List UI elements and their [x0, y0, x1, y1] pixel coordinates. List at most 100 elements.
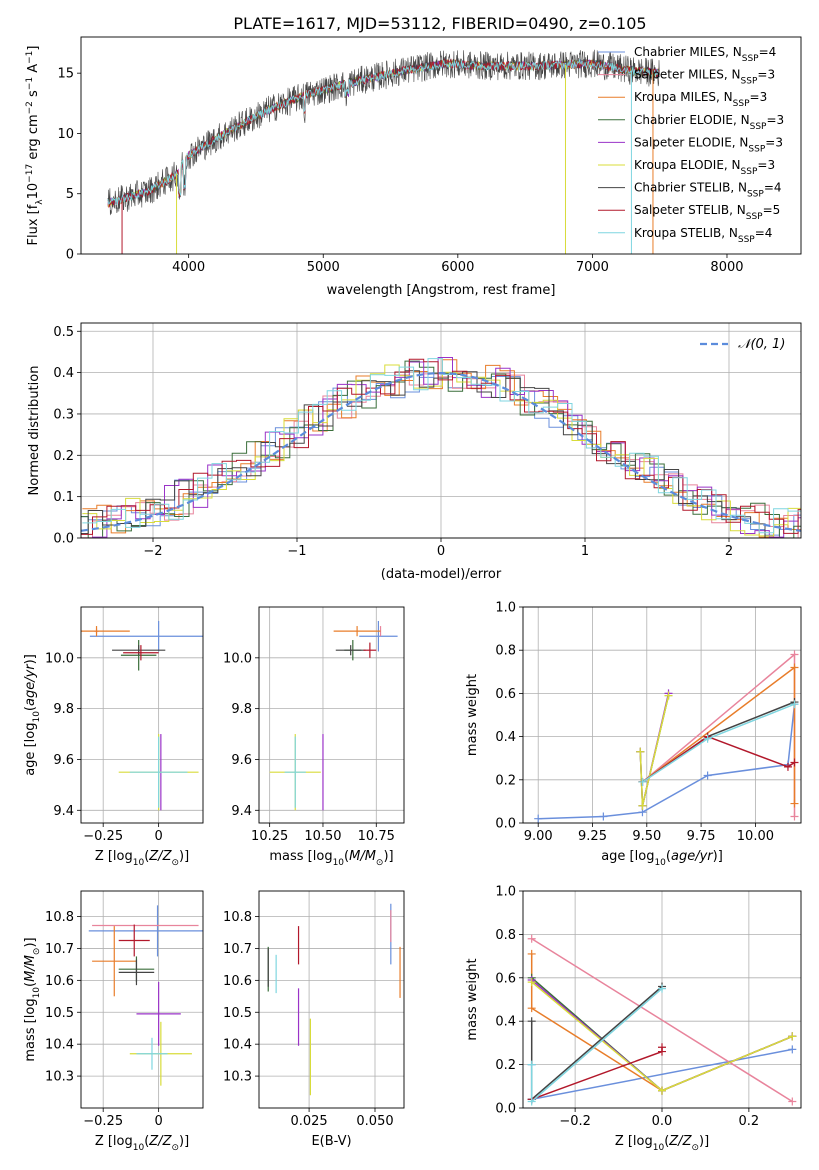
y-tick-label: 10.7 [223, 942, 252, 957]
massweight-point-marker [788, 1032, 797, 1041]
x-tick-label: 0.0 [652, 1114, 673, 1129]
figure-title: PLATE=1617, MJD=53112, FIBERID=0490, z=0… [233, 14, 646, 33]
x-axis-label-part: ⊙ [171, 1143, 179, 1153]
legend-label-main: Salpeter ELODIE, N [634, 135, 748, 149]
legend-label-tail: =4 [759, 45, 777, 59]
y-tick-label: 10.7 [45, 942, 74, 957]
massweight-series-line [642, 652, 796, 817]
legend-label-tail: =3 [750, 90, 768, 104]
age-vs-mass-panel: 10.25 10.50 10.75 9.4 9.6 9.8 10.0 mass [log10(… [223, 606, 405, 868]
x-axis-label-part: 10 [133, 1143, 145, 1153]
legend-label-sub: SSP [741, 167, 758, 177]
y-axis-label-part: ] [26, 46, 41, 51]
spectrum-panel: 4000 5000 6000 7000 8000 0 5 10 15 wavelength [An… [25, 36, 802, 298]
y-tick-label: 9.6 [231, 753, 252, 768]
massweight-series-line [530, 985, 663, 1101]
x-tick-label: 7000 [576, 260, 609, 275]
x-axis-label: (data-model)/error [381, 567, 502, 582]
y-axis-label-part: −2 [25, 101, 35, 114]
massweight-point-marker [599, 812, 608, 821]
y-axis-label: age [log10(age/yr)] [23, 654, 42, 776]
legend-label-main: Chabrier ELODIE, N [634, 113, 750, 127]
y-axis-label-part: −1 [25, 77, 35, 90]
axes-frame [258, 890, 405, 1109]
x-tick-label: 0.025 [290, 1114, 327, 1129]
legend-label-sub: SSP [742, 54, 759, 64]
x-tick-label: 10.75 [358, 829, 395, 844]
axes-frame [80, 36, 802, 255]
y-axis-label-part: age [log [23, 723, 38, 776]
legend-label: Chabrier MILES, NSSP=4 [634, 45, 776, 64]
histogram-series-steps [82, 358, 801, 534]
x-axis-label-part: 10 [133, 858, 145, 868]
legend-label-main: Kroupa MILES, N [634, 90, 733, 104]
massweight-series-line [642, 665, 796, 804]
legend-label: Kroupa STELIB, NSSP=4 [634, 226, 772, 245]
y-tick-label: 10.6 [223, 974, 252, 989]
spectrum-series-line [107, 58, 660, 208]
y-axis-label: mass [log10(M/M⊙)] [23, 937, 42, 1061]
x-axis-label-part: )] [179, 1134, 189, 1149]
massweight-point-marker [790, 758, 799, 767]
x-axis-label: E(B-V) [311, 1134, 351, 1149]
y-axis-label-part: ( [23, 982, 38, 987]
y-axis-label: Flux [fλ10−17 erg cm−2 s−1 A−1] [25, 46, 45, 246]
residual-histogram-panel: −2 −1 0 1 2 0.0 0.1 0.2 0.3 0.4 0.5 𝒩(0, 1) (data-mo… [27, 322, 802, 582]
y-tick-label: 0.2 [495, 1058, 516, 1073]
y-tick-label: 0.4 [495, 730, 516, 745]
legend-label-main: Kroupa STELIB, N [634, 226, 738, 240]
x-axis-label-part: Z/Z [148, 1134, 172, 1149]
axes-frame [522, 606, 802, 824]
massweight-vs-age-panel: 9.00 9.25 9.50 9.75 10.00 0.0 0.2 0.4 0.6 0.8 1.0 a… [465, 601, 802, 868]
x-tick-label: 9.50 [632, 829, 661, 844]
y-axis-label-part: mass [log [23, 998, 38, 1061]
y-tick-label: 10.4 [45, 1038, 74, 1053]
x-tick-label: 1 [581, 544, 589, 559]
massweight-point-marker [527, 1017, 536, 1026]
legend-label: Chabrier ELODIE, NSSP=3 [634, 113, 784, 132]
y-tick-label: 0.8 [495, 928, 516, 943]
legend-label: Kroupa MILES, NSSP=3 [634, 90, 767, 109]
mass-vs-z-panel: −0.25 010.310.410.510.610.710.8Z [log10(Z… [23, 890, 204, 1153]
age-vs-z-panel: −0.25 09.49.69.810.0Z [log10(Z/Z⊙)]age [l… [23, 606, 204, 868]
legend-label-sub: SSP [738, 235, 755, 245]
y-tick-label: 0.6 [495, 687, 516, 702]
x-tick-label: 10.00 [737, 829, 774, 844]
legend-label-sub: SSP [741, 77, 758, 87]
histogram-series-steps [81, 358, 801, 535]
spectrum-series-line [107, 58, 660, 208]
gaussian-legend-label: 𝒩(0, 1) [738, 337, 785, 352]
massweight-series-line [639, 693, 670, 806]
x-axis-label-part: mass [log [269, 849, 332, 864]
x-axis-label-part: 10 [654, 858, 666, 868]
y-tick-label: 0.4 [53, 366, 74, 381]
massweight-point-marker [527, 934, 536, 943]
x-axis-label: Z [log10(Z/Z⊙)] [615, 1134, 709, 1153]
x-tick-label: −0.2 [559, 1114, 591, 1129]
y-tick-label: 1.0 [495, 601, 516, 616]
massweight-point-marker [790, 650, 799, 659]
massweight-point-marker [636, 747, 645, 756]
x-axis-label-part: )] [383, 849, 393, 864]
massweight-point-marker [788, 1045, 797, 1054]
legend-label-sub: SSP [748, 144, 765, 154]
y-tick-label: 10.4 [223, 1038, 252, 1053]
legend-label-main: Chabrier STELIB, N [634, 181, 747, 195]
y-tick-label: 10.0 [45, 651, 74, 666]
massweight-point-marker [527, 949, 536, 958]
legend-label-tail: =3 [757, 158, 775, 172]
x-axis-label-part: )] [713, 849, 723, 864]
legend-label-sub: SSP [746, 212, 763, 222]
legend-label: Salpeter ELODIE, NSSP=3 [634, 135, 783, 154]
x-axis-label-part: ⊙ [171, 858, 179, 868]
axes-frame [80, 890, 204, 1109]
massweight-point-marker [638, 801, 647, 810]
y-tick-label: 0 [66, 248, 74, 263]
x-axis-label-part: Z/Z [148, 849, 172, 864]
y-axis-label: mass weight [465, 958, 480, 1040]
y-axis-label-part: mass weight [465, 674, 480, 756]
y-tick-label: 0.4 [495, 1015, 516, 1030]
y-tick-label: 0.6 [495, 971, 516, 986]
